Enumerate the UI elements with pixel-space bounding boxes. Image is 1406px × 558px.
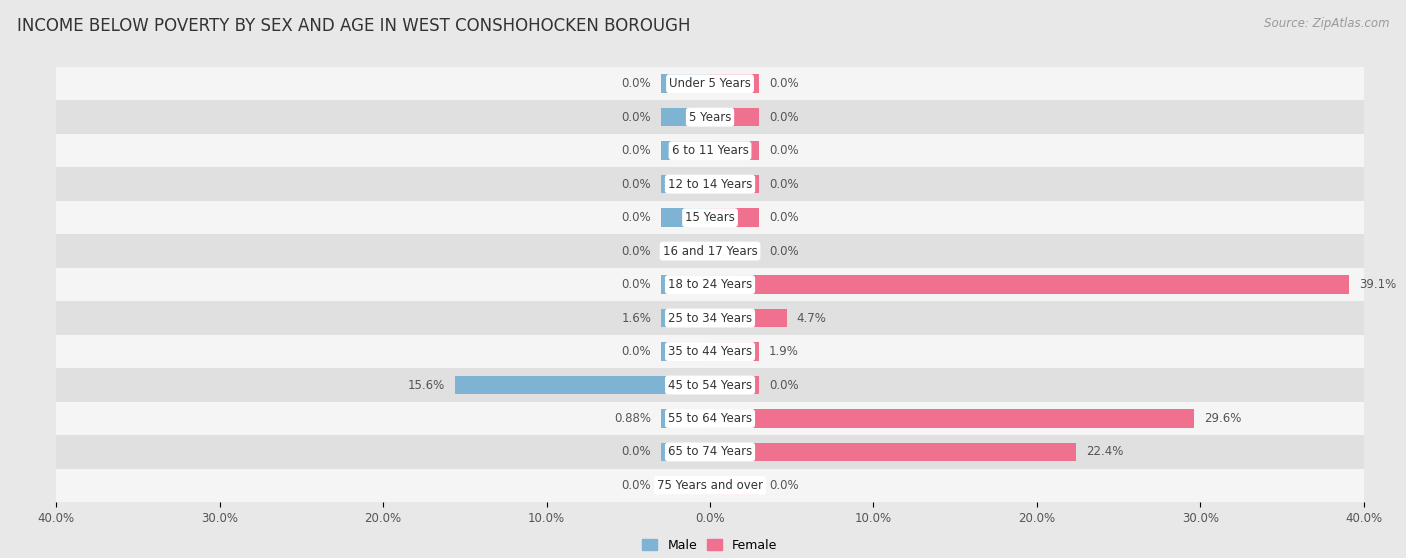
Text: 0.0%: 0.0% bbox=[621, 445, 651, 459]
Text: 0.0%: 0.0% bbox=[769, 77, 799, 90]
Text: 12 to 14 Years: 12 to 14 Years bbox=[668, 177, 752, 191]
Bar bbox=[56, 201, 1364, 234]
Text: 0.0%: 0.0% bbox=[769, 110, 799, 124]
Text: 0.0%: 0.0% bbox=[769, 144, 799, 157]
Text: 1.6%: 1.6% bbox=[621, 311, 651, 325]
Bar bbox=[661, 309, 710, 327]
Text: 0.0%: 0.0% bbox=[621, 177, 651, 191]
Bar bbox=[661, 208, 710, 227]
Bar bbox=[710, 175, 759, 193]
Text: 6 to 11 Years: 6 to 11 Years bbox=[672, 144, 748, 157]
Legend: Male, Female: Male, Female bbox=[637, 534, 783, 557]
Text: 65 to 74 Years: 65 to 74 Years bbox=[668, 445, 752, 459]
Bar bbox=[56, 167, 1364, 201]
Bar bbox=[710, 276, 1350, 294]
Text: 0.0%: 0.0% bbox=[769, 244, 799, 258]
Bar bbox=[56, 301, 1364, 335]
Bar bbox=[710, 108, 759, 126]
Bar bbox=[56, 134, 1364, 167]
Text: 4.7%: 4.7% bbox=[797, 311, 827, 325]
Bar bbox=[710, 208, 759, 227]
Text: Under 5 Years: Under 5 Years bbox=[669, 77, 751, 90]
Text: 0.0%: 0.0% bbox=[621, 110, 651, 124]
Bar bbox=[710, 342, 759, 360]
Text: 35 to 44 Years: 35 to 44 Years bbox=[668, 345, 752, 358]
Bar bbox=[710, 410, 1194, 427]
Text: 15 Years: 15 Years bbox=[685, 211, 735, 224]
Text: 75 Years and over: 75 Years and over bbox=[657, 479, 763, 492]
Bar bbox=[661, 141, 710, 160]
Text: 1.9%: 1.9% bbox=[769, 345, 799, 358]
Bar bbox=[661, 175, 710, 193]
Bar bbox=[56, 368, 1364, 402]
Bar bbox=[56, 435, 1364, 469]
Text: INCOME BELOW POVERTY BY SEX AND AGE IN WEST CONSHOHOCKEN BOROUGH: INCOME BELOW POVERTY BY SEX AND AGE IN W… bbox=[17, 17, 690, 35]
Bar bbox=[661, 443, 710, 461]
Text: 25 to 34 Years: 25 to 34 Years bbox=[668, 311, 752, 325]
Text: 15.6%: 15.6% bbox=[408, 378, 446, 392]
Bar bbox=[661, 410, 710, 427]
Text: 0.0%: 0.0% bbox=[621, 77, 651, 90]
Bar bbox=[456, 376, 710, 394]
Bar bbox=[710, 309, 787, 327]
Bar bbox=[661, 242, 710, 260]
Text: 45 to 54 Years: 45 to 54 Years bbox=[668, 378, 752, 392]
Bar bbox=[56, 67, 1364, 100]
Bar bbox=[661, 108, 710, 126]
Bar bbox=[710, 242, 759, 260]
Bar bbox=[56, 100, 1364, 134]
Bar bbox=[710, 443, 1076, 461]
Text: 22.4%: 22.4% bbox=[1085, 445, 1123, 459]
Bar bbox=[56, 234, 1364, 268]
Text: 18 to 24 Years: 18 to 24 Years bbox=[668, 278, 752, 291]
Bar bbox=[56, 402, 1364, 435]
Bar bbox=[56, 469, 1364, 502]
Bar bbox=[661, 477, 710, 495]
Text: 0.0%: 0.0% bbox=[621, 244, 651, 258]
Text: 16 and 17 Years: 16 and 17 Years bbox=[662, 244, 758, 258]
Text: Source: ZipAtlas.com: Source: ZipAtlas.com bbox=[1264, 17, 1389, 30]
Bar bbox=[661, 74, 710, 93]
Bar bbox=[710, 141, 759, 160]
Bar bbox=[710, 477, 759, 495]
Text: 0.0%: 0.0% bbox=[621, 345, 651, 358]
Bar bbox=[661, 342, 710, 360]
Text: 39.1%: 39.1% bbox=[1360, 278, 1396, 291]
Bar bbox=[710, 74, 759, 93]
Text: 0.0%: 0.0% bbox=[769, 378, 799, 392]
Text: 0.0%: 0.0% bbox=[769, 479, 799, 492]
Text: 0.0%: 0.0% bbox=[769, 211, 799, 224]
Text: 55 to 64 Years: 55 to 64 Years bbox=[668, 412, 752, 425]
Text: 0.0%: 0.0% bbox=[621, 278, 651, 291]
Bar bbox=[710, 376, 759, 394]
Text: 0.0%: 0.0% bbox=[621, 479, 651, 492]
Text: 0.0%: 0.0% bbox=[769, 177, 799, 191]
Text: 0.0%: 0.0% bbox=[621, 211, 651, 224]
Text: 5 Years: 5 Years bbox=[689, 110, 731, 124]
Text: 0.88%: 0.88% bbox=[614, 412, 651, 425]
Bar bbox=[56, 268, 1364, 301]
Bar bbox=[661, 276, 710, 294]
Text: 29.6%: 29.6% bbox=[1204, 412, 1241, 425]
Bar bbox=[56, 335, 1364, 368]
Text: 0.0%: 0.0% bbox=[621, 144, 651, 157]
